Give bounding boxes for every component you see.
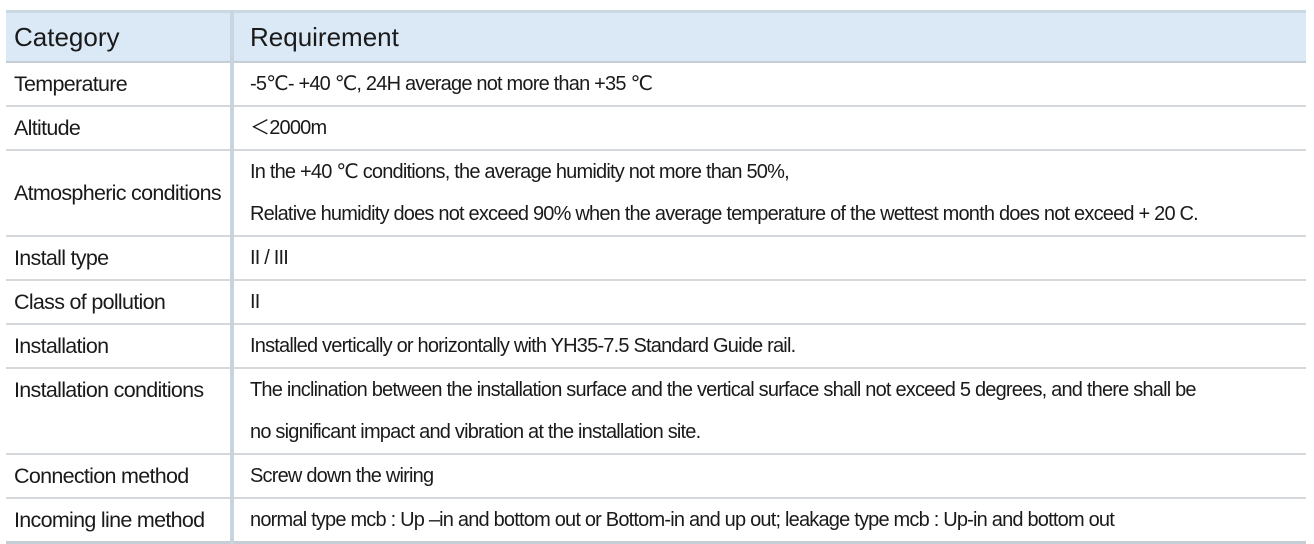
requirement-line: no significant impact and vibration at t… [250,421,701,443]
requirement-cell: II [230,280,1306,325]
requirement-line: Relative humidity does not exceed 90% wh… [250,203,1199,225]
requirement-cell: Installed vertically or horizontally wit… [230,324,1306,369]
requirement-cell: In the +40 ℃ conditions, the average hum… [230,150,1306,237]
category-cell: Altitude [6,106,232,151]
requirement-line: normal type mcb : Up –in and bottom out … [250,509,1115,531]
category-cell: Class of pollution [6,280,232,325]
requirement-cell: II / III [230,236,1306,281]
requirement-cell: -5℃- +40 ℃, 24H average not more than +3… [230,62,1306,107]
category-cell: Installation [6,324,232,369]
category-cell: Connection method [6,454,232,499]
requirement-line: In the +40 ℃ conditions, the average hum… [250,161,790,183]
requirement-line: Screw down the wiring [250,465,434,487]
table-row: Class of pollution II [6,280,1306,325]
spec-table: Category Requirement Temperature -5℃- +4… [6,10,1306,544]
requirement-line: ＜2000m [250,117,327,139]
table-row: Altitude ＜2000m [6,106,1306,151]
requirement-cell: The inclination between the installation… [230,368,1306,455]
category-cell: Install type [6,236,232,281]
table-row: Installation Installed vertically or hor… [6,324,1306,369]
requirement-line: Installed vertically or horizontally wit… [250,335,796,357]
table-row: Connection method Screw down the wiring [6,454,1306,499]
category-cell: Temperature [6,62,232,107]
table-row: Temperature -5℃- +40 ℃, 24H average not … [6,62,1306,107]
table-row: Install type II / III [6,236,1306,281]
requirement-line: -5℃- +40 ℃, 24H average not more than +3… [250,73,653,95]
header-row: Category Requirement [6,10,1306,63]
header-requirement: Requirement [230,10,1306,63]
requirement-cell: Screw down the wiring [230,454,1306,499]
category-cell: Atmospheric conditions [6,150,232,237]
requirement-cell: ＜2000m [230,106,1306,151]
table-row: Installation conditions The inclination … [6,368,1306,455]
header-category: Category [6,10,232,63]
category-cell: Installation conditions [6,368,232,455]
requirement-line: II [250,291,260,313]
table-row: Atmospheric conditions In the +40 ℃ cond… [6,150,1306,237]
requirement-line: The inclination between the installation… [250,379,1197,401]
requirement-line: II / III [250,247,289,269]
